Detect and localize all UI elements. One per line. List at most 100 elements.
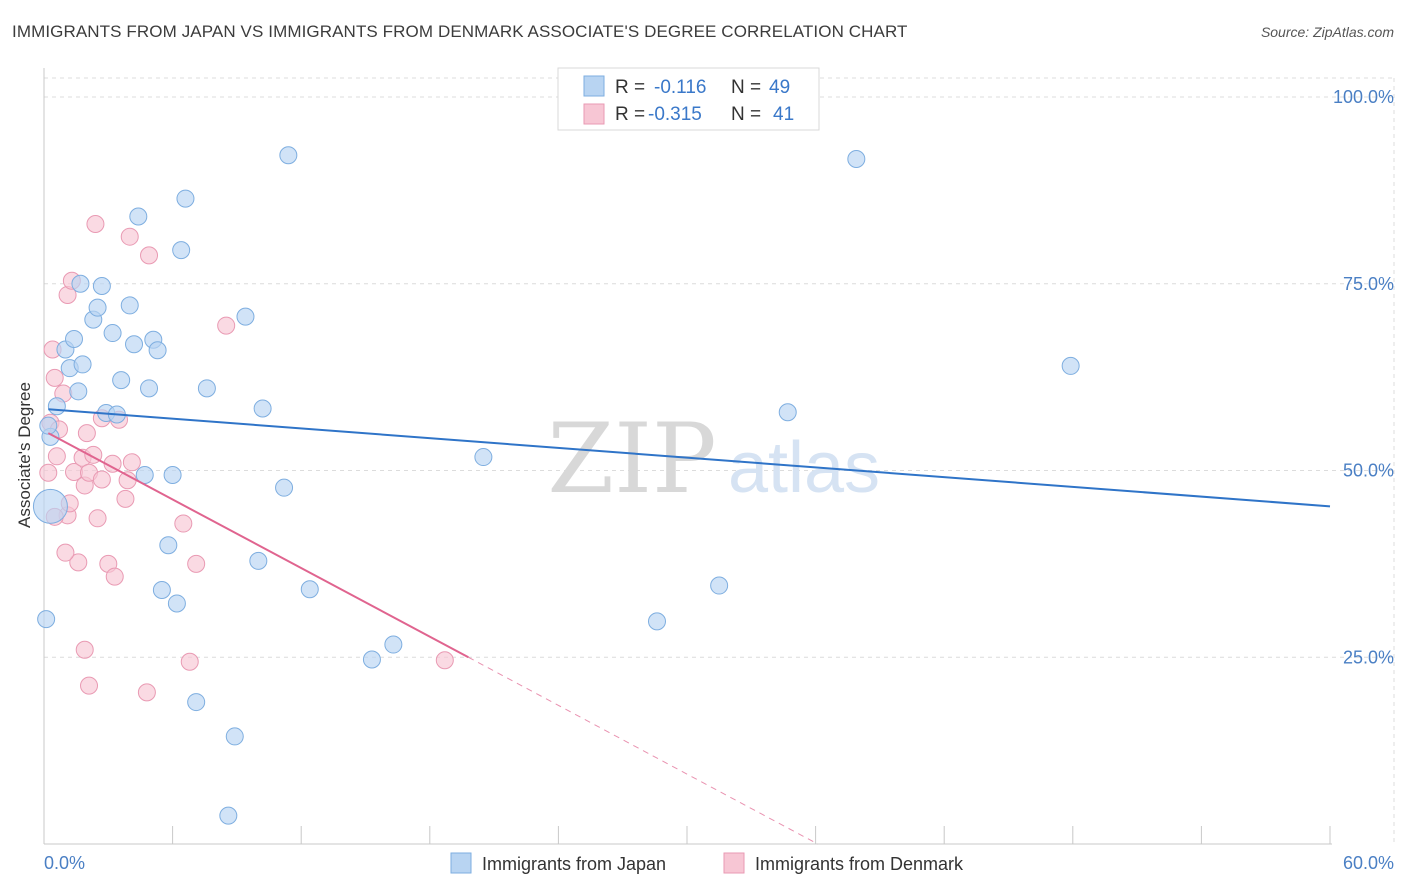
japan-point — [125, 335, 144, 354]
denmark-point — [118, 471, 137, 490]
denmark-point — [56, 543, 75, 562]
japan-point — [219, 806, 238, 825]
denmark-point — [140, 246, 159, 265]
source-label: Source: ZipAtlas.com — [1260, 24, 1394, 40]
japan-point — [225, 727, 244, 746]
denmark-n-value: 41 — [773, 104, 794, 125]
japan-point — [847, 150, 866, 169]
japan-point — [69, 382, 88, 401]
japan-r-label: R = — [615, 77, 645, 98]
japan-point — [120, 296, 139, 315]
watermark-atlas: atlas — [728, 428, 880, 508]
japan-point — [103, 324, 122, 343]
denmark-point — [120, 227, 139, 246]
japan-point — [88, 298, 107, 317]
denmark-point — [39, 463, 58, 482]
japan-point — [172, 241, 191, 260]
japan-point — [236, 307, 255, 326]
japan-n-value: 49 — [769, 77, 790, 98]
japan-point — [163, 465, 182, 484]
japan-point — [152, 581, 171, 600]
y-tick-label: 75.0% — [1343, 274, 1394, 294]
y-tick-label: 100.0% — [1333, 87, 1394, 107]
japan-point — [129, 207, 148, 226]
japan-point — [253, 399, 272, 418]
x-tick-label-left: 0.0% — [44, 853, 85, 873]
series-legend: Immigrants from Japan Immigrants from De… — [450, 852, 964, 874]
legend-denmark-swatch — [723, 852, 745, 874]
japan-point — [275, 478, 294, 497]
denmark-point — [88, 509, 107, 528]
denmark-trend-extension — [468, 656, 818, 845]
watermark-zip: ZIP — [547, 403, 716, 515]
japan-point — [37, 610, 56, 629]
denmark-point — [137, 683, 156, 702]
japan-point — [112, 371, 131, 390]
japan-point — [384, 635, 403, 654]
denmark-point — [69, 553, 88, 572]
denmark-r-label: R = — [615, 104, 645, 125]
japan-point — [279, 146, 298, 165]
y-tick-label: 25.0% — [1343, 647, 1394, 667]
japan-point — [187, 693, 206, 712]
japan-point — [362, 650, 381, 669]
japan-point — [647, 612, 666, 631]
japan-r-value: -0.116 — [654, 77, 706, 98]
denmark-point — [86, 214, 105, 233]
japan-point — [176, 189, 195, 208]
denmark-point — [75, 640, 94, 659]
denmark-point — [47, 447, 66, 466]
japan-point — [65, 330, 84, 349]
japan-n-label: N = — [731, 77, 761, 98]
y-tick-label: 50.0% — [1343, 461, 1394, 481]
denmark-swatch — [583, 103, 605, 125]
denmark-point — [77, 424, 96, 443]
denmark-r-value: -0.315 — [648, 104, 702, 125]
y-axis-label: Associate's Degree — [15, 382, 34, 528]
denmark-point — [187, 554, 206, 573]
japan-point — [148, 341, 167, 360]
denmark-point — [174, 514, 193, 533]
legend-denmark-label: Immigrants from Denmark — [755, 854, 964, 874]
japan-point — [197, 379, 216, 398]
japan-point — [39, 416, 58, 435]
japan-point — [47, 397, 66, 416]
chart-title: IMMIGRANTS FROM JAPAN VS IMMIGRANTS FROM… — [12, 22, 908, 41]
denmark-point — [116, 489, 135, 508]
axes — [43, 68, 1332, 845]
japan-point — [71, 274, 90, 293]
legend-japan-label: Immigrants from Japan — [482, 854, 666, 874]
japan-point — [32, 488, 68, 524]
x-tick-label-right: 60.0% — [1343, 853, 1394, 873]
denmark-point — [122, 453, 141, 472]
denmark-point — [435, 651, 454, 670]
japan-trend-line — [48, 408, 1331, 508]
japan-point — [710, 576, 729, 595]
denmark-point — [92, 470, 111, 489]
y-tick-labels: 100.0% 75.0% 50.0% 25.0% — [1333, 87, 1394, 667]
watermark: ZIP atlas — [547, 403, 880, 515]
denmark-point — [217, 316, 236, 335]
japan-point — [1061, 356, 1080, 375]
denmark-point — [80, 676, 99, 695]
denmark-point — [45, 368, 64, 387]
stats-legend: R = -0.116 N = 49 R = -0.315 N = 41 — [557, 67, 820, 131]
trend-lines — [47, 408, 1331, 845]
denmark-n-label: N = — [731, 104, 761, 125]
japan-swatch — [583, 75, 605, 97]
japan-point — [300, 580, 319, 599]
japan-point — [159, 536, 178, 555]
denmark-point — [180, 652, 199, 671]
japan-point — [92, 276, 111, 295]
japan-points — [32, 146, 1080, 825]
japan-point — [249, 551, 268, 570]
japan-point — [778, 403, 797, 422]
denmark-point — [105, 567, 124, 586]
legend-japan-swatch — [450, 852, 472, 874]
japan-point — [167, 594, 186, 613]
denmark-trend-line — [47, 432, 469, 659]
japan-point — [474, 448, 493, 467]
japan-point — [73, 355, 92, 374]
japan-point — [140, 379, 159, 398]
